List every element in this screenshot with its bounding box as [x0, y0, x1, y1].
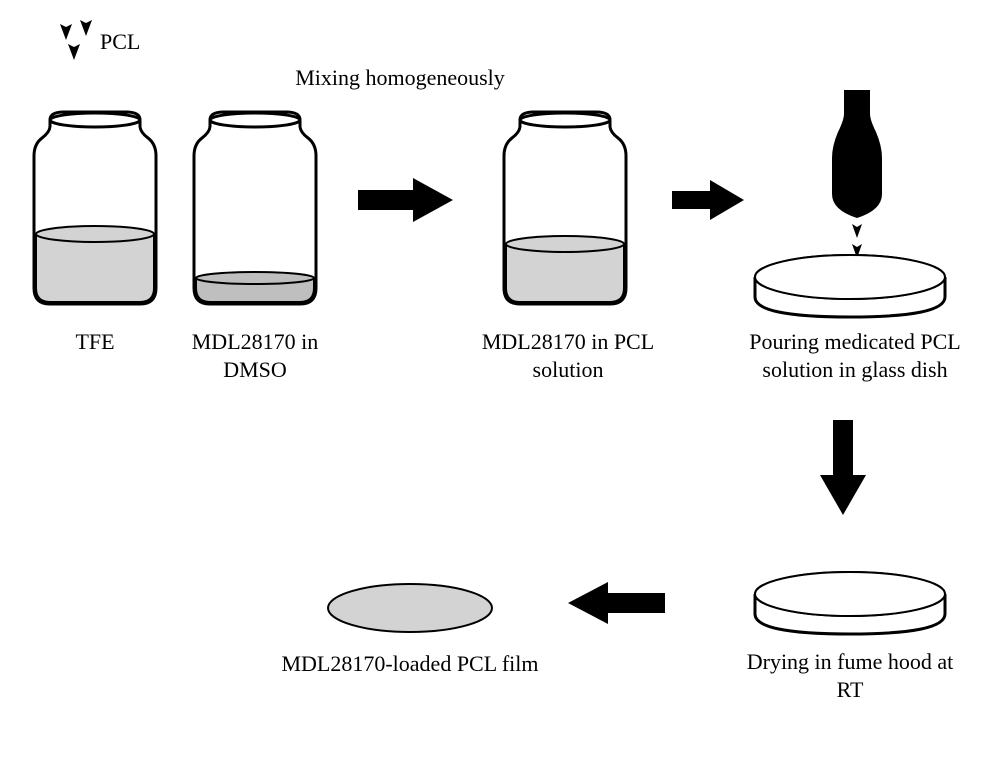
drying-label: Drying in fume hood at RT [740, 648, 960, 703]
pcl-film [320, 580, 500, 640]
pouring-bottle [822, 90, 892, 260]
arrow-3 [820, 420, 870, 520]
glass-dish-dry [750, 572, 950, 642]
arrow-1 [358, 178, 458, 228]
pouring-label: Pouring medicated PCL solution in glass … [725, 328, 985, 383]
dmso-label: MDL28170 in DMSO [165, 328, 345, 383]
mixed-label: MDL28170 in PCL solution [468, 328, 668, 383]
pcl-label: PCL [100, 28, 180, 56]
arrow-2 [672, 178, 752, 228]
glass-dish-pour [750, 255, 950, 325]
jar-tfe [30, 110, 160, 310]
jar-dmso [190, 110, 320, 310]
tfe-label: TFE [40, 328, 150, 356]
mixing-title: Mixing homogeneously [240, 64, 560, 92]
arrow-4 [560, 580, 670, 630]
jar-mixed [500, 110, 630, 310]
film-label: MDL28170-loaded PCL film [280, 650, 540, 678]
